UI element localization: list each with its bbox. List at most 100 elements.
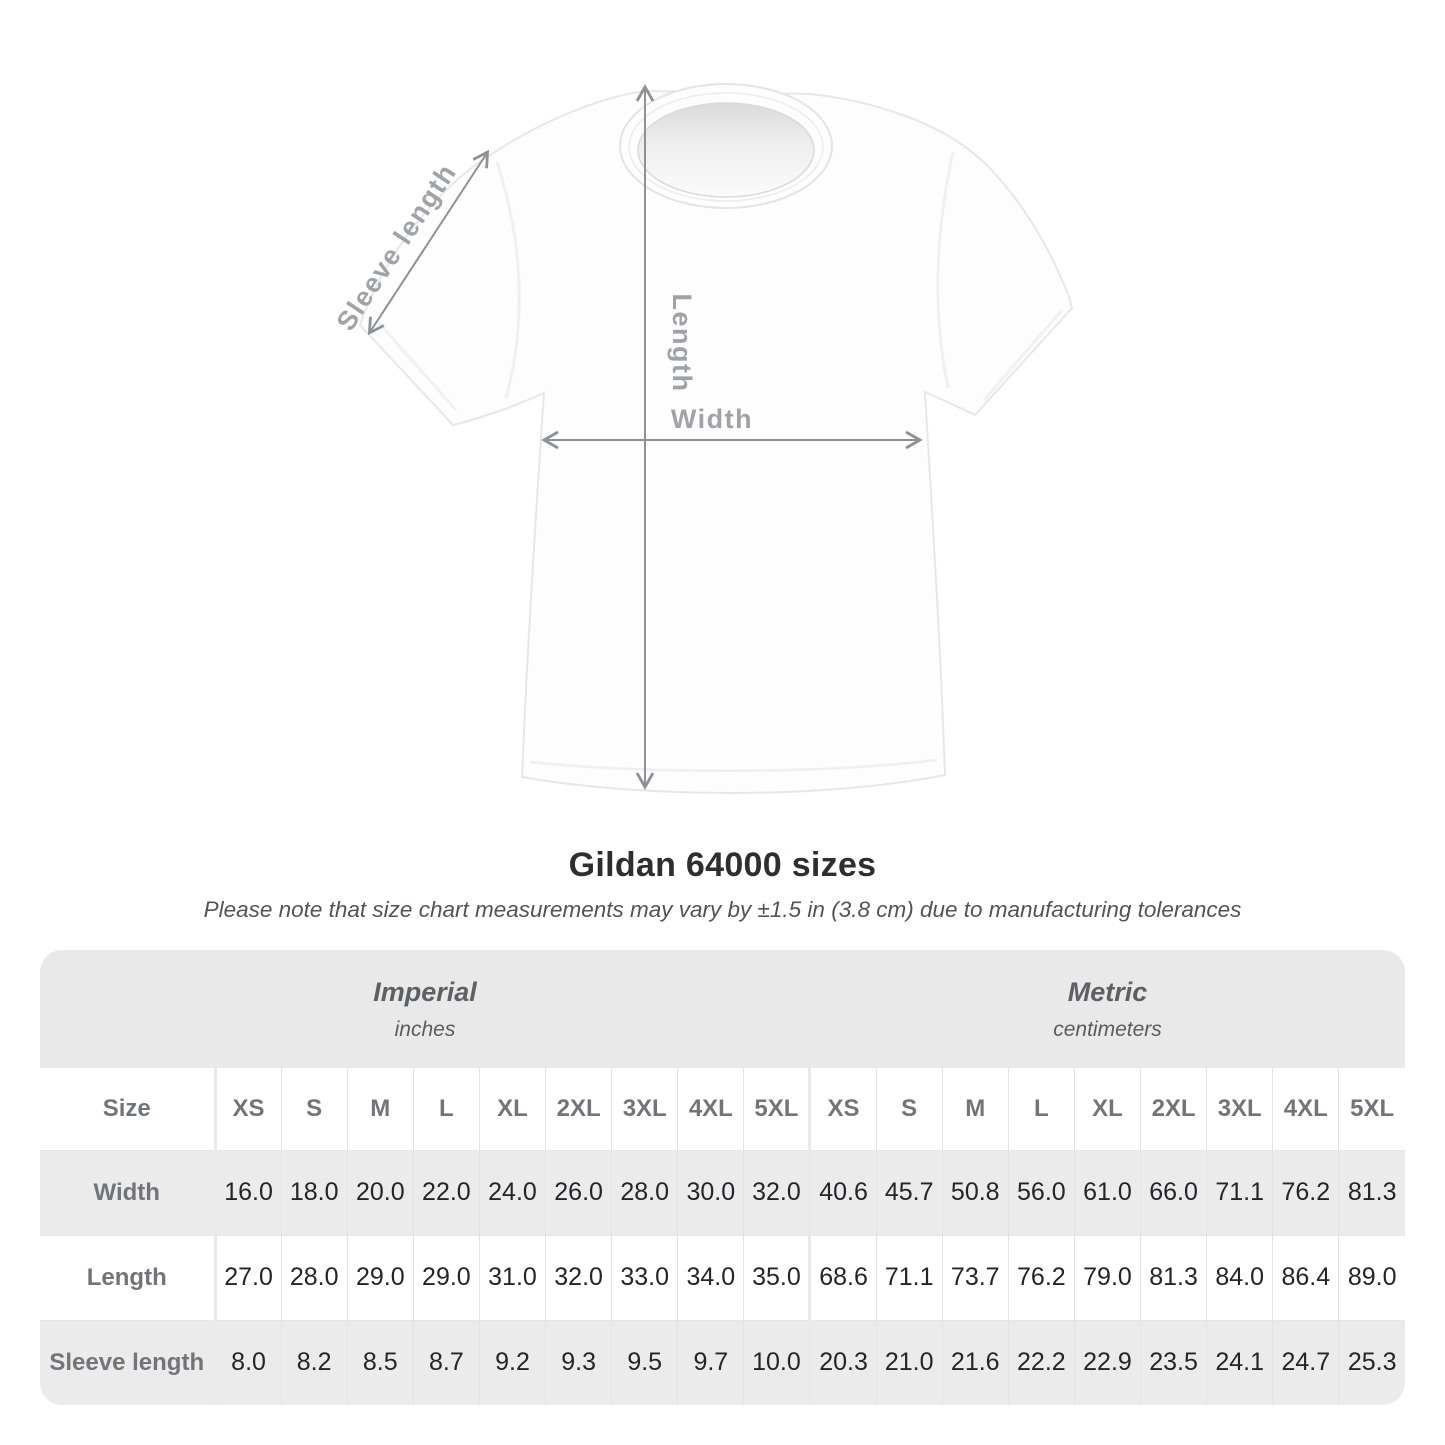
imperial-group-title: Imperial bbox=[373, 976, 477, 1007]
table-cell: 24.7 bbox=[1272, 1320, 1339, 1405]
imperial-group-header: Imperial inches bbox=[40, 950, 810, 1068]
table-cell: 35.0 bbox=[743, 1235, 810, 1320]
table-cell: 20.3 bbox=[808, 1320, 877, 1405]
table-cell: 61.0 bbox=[1073, 1150, 1141, 1235]
table-cell: 27.0 bbox=[213, 1235, 282, 1320]
tshirt-measurement-diagram: Sleeve length Length Width bbox=[331, 83, 1074, 795]
size-header-imperial-xl: XL bbox=[478, 1068, 546, 1150]
tolerance-note: Please note that size chart measurements… bbox=[203, 897, 1242, 922]
table-cell: 28.0 bbox=[280, 1235, 348, 1320]
table-cell: 31.0 bbox=[478, 1235, 546, 1320]
tshirt-collar-stitch bbox=[628, 92, 824, 202]
table-row-length: Length 27.0 28.0 29.0 29.0 31.0 32.0 33.… bbox=[40, 1235, 1405, 1320]
table-cell: 86.4 bbox=[1272, 1235, 1339, 1320]
table-cell: 68.6 bbox=[808, 1235, 877, 1320]
table-cell: 9.2 bbox=[478, 1320, 546, 1405]
table-cell: 22.9 bbox=[1073, 1320, 1141, 1405]
table-cell: 9.7 bbox=[677, 1320, 744, 1405]
metric-group-unit: centimeters bbox=[1053, 1017, 1162, 1041]
size-header-row: Size XS S M L XL 2XL 3XL 4XL 5XL XS S M … bbox=[40, 1068, 1405, 1150]
tshirt-right-sleeve-seam bbox=[936, 151, 955, 389]
width-label: Width bbox=[671, 404, 753, 434]
table-cell: 8.2 bbox=[280, 1320, 348, 1405]
table-cell: 40.6 bbox=[808, 1150, 877, 1235]
tshirt-right-cuff-shadow bbox=[982, 309, 1064, 401]
table-cell: 28.0 bbox=[611, 1150, 678, 1235]
table-cell: 30.0 bbox=[677, 1150, 744, 1235]
table-cell: 22.0 bbox=[412, 1150, 480, 1235]
table-cell: 8.0 bbox=[213, 1320, 282, 1405]
table-cell: 76.2 bbox=[1007, 1235, 1075, 1320]
size-header-metric-l: L bbox=[1007, 1068, 1075, 1150]
size-header-metric-xs: XS bbox=[808, 1068, 877, 1150]
size-header-metric-4xl: 4XL bbox=[1272, 1068, 1339, 1150]
table-cell: 81.3 bbox=[1140, 1235, 1207, 1320]
table-cell: 50.8 bbox=[941, 1150, 1009, 1235]
metric-group-header: Metric centimeters bbox=[809, 950, 1405, 1068]
size-header-metric-5xl: 5XL bbox=[1338, 1068, 1405, 1150]
size-table-container: Imperial inches Metric centimeters Size … bbox=[40, 950, 1405, 1405]
table-cell: 71.1 bbox=[875, 1235, 943, 1320]
size-table: Imperial inches Metric centimeters Size … bbox=[40, 950, 1405, 1405]
table-cell: 8.7 bbox=[412, 1320, 480, 1405]
tshirt-hem-stitch bbox=[529, 758, 938, 773]
length-label: Length bbox=[667, 294, 697, 393]
table-cell: 24.0 bbox=[478, 1150, 546, 1235]
table-cell: 66.0 bbox=[1140, 1150, 1207, 1235]
tshirt-collar-opening bbox=[637, 102, 815, 198]
table-cell: 9.5 bbox=[611, 1320, 678, 1405]
size-header-imperial-3xl: 3XL bbox=[611, 1068, 678, 1150]
size-header-imperial-5xl: 5XL bbox=[743, 1068, 810, 1150]
size-header-metric-xl: XL bbox=[1073, 1068, 1141, 1150]
table-cell: 24.1 bbox=[1206, 1320, 1273, 1405]
size-header-imperial-2xl: 2XL bbox=[545, 1068, 612, 1150]
tshirt-left-cuff-shadow bbox=[376, 321, 458, 411]
size-header-imperial-l: L bbox=[412, 1068, 480, 1150]
size-header-metric-2xl: 2XL bbox=[1140, 1068, 1207, 1150]
table-cell: 9.3 bbox=[545, 1320, 612, 1405]
table-row-width: Width 16.0 18.0 20.0 22.0 24.0 26.0 28.0… bbox=[40, 1150, 1405, 1235]
table-cell: 22.2 bbox=[1007, 1320, 1075, 1405]
page-title: Gildan 64000 sizes bbox=[568, 846, 877, 884]
tshirt-left-sleeve-seam bbox=[495, 161, 521, 399]
table-row-sleeve-length: Sleeve length 8.0 8.2 8.5 8.7 9.2 9.3 9.… bbox=[40, 1320, 1405, 1405]
table-cell: 26.0 bbox=[545, 1150, 612, 1235]
size-header-imperial-4xl: 4XL bbox=[677, 1068, 744, 1150]
row-label-sleeve-length: Sleeve length bbox=[49, 1348, 205, 1376]
table-cell: 34.0 bbox=[677, 1235, 744, 1320]
table-cell: 56.0 bbox=[1007, 1150, 1075, 1235]
size-header-metric-s: S bbox=[875, 1068, 943, 1150]
size-header-metric-m: M bbox=[941, 1068, 1009, 1150]
size-header-metric-3xl: 3XL bbox=[1206, 1068, 1273, 1150]
table-cell: 79.0 bbox=[1073, 1235, 1141, 1320]
imperial-group-unit: inches bbox=[394, 1017, 456, 1041]
row-label-width: Width bbox=[93, 1178, 160, 1206]
tshirt-diagram-svg: Sleeve length Length Width bbox=[331, 83, 1074, 795]
size-header-imperial-m: M bbox=[346, 1068, 414, 1150]
table-cell: 29.0 bbox=[346, 1235, 414, 1320]
table-cell: 45.7 bbox=[875, 1150, 943, 1235]
table-cell: 16.0 bbox=[213, 1150, 282, 1235]
table-cell: 76.2 bbox=[1272, 1150, 1339, 1235]
table-cell: 23.5 bbox=[1140, 1320, 1207, 1405]
table-cell: 33.0 bbox=[611, 1235, 678, 1320]
row-label-length: Length bbox=[86, 1263, 167, 1291]
sleeve-length-arrow bbox=[367, 149, 490, 336]
size-column-header: Size bbox=[102, 1094, 151, 1122]
table-cell: 29.0 bbox=[412, 1235, 480, 1320]
table-cell: 20.0 bbox=[346, 1150, 414, 1235]
table-cell: 73.7 bbox=[941, 1235, 1009, 1320]
table-cell: 10.0 bbox=[743, 1320, 810, 1405]
table-cell: 81.3 bbox=[1338, 1150, 1405, 1235]
table-cell: 32.0 bbox=[743, 1150, 810, 1235]
table-cell: 21.6 bbox=[941, 1320, 1009, 1405]
table-cell: 89.0 bbox=[1338, 1235, 1405, 1320]
table-cell: 21.0 bbox=[875, 1320, 943, 1405]
unit-group-header-row: Imperial inches Metric centimeters bbox=[40, 950, 1405, 1068]
metric-group-title: Metric bbox=[1067, 976, 1148, 1007]
table-cell: 25.3 bbox=[1338, 1320, 1405, 1405]
size-header-imperial-s: S bbox=[280, 1068, 348, 1150]
table-cell: 84.0 bbox=[1206, 1235, 1273, 1320]
size-header-imperial-xs: XS bbox=[213, 1068, 282, 1150]
